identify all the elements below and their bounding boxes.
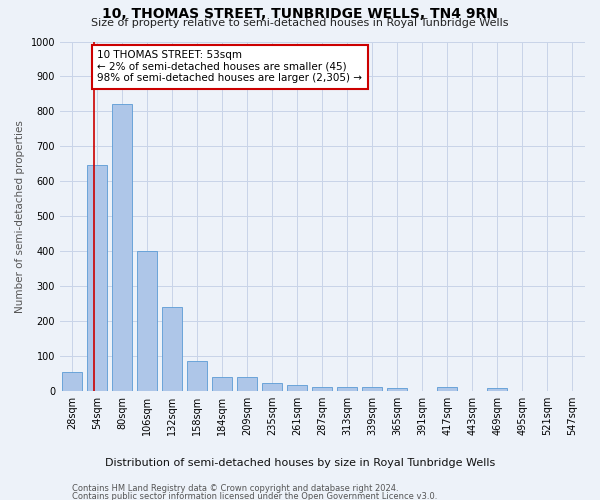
Text: Contains public sector information licensed under the Open Government Licence v3: Contains public sector information licen… [72,492,437,500]
Text: 10 THOMAS STREET: 53sqm
← 2% of semi-detached houses are smaller (45)
98% of sem: 10 THOMAS STREET: 53sqm ← 2% of semi-det… [97,50,362,84]
Bar [262,383,283,391]
Bar [313,388,332,391]
Bar [388,388,407,391]
Bar [212,377,232,391]
Bar [437,388,457,391]
Bar [163,307,182,391]
Bar [362,388,382,391]
Bar [137,251,157,391]
Bar [287,385,307,391]
Text: Size of property relative to semi-detached houses in Royal Tunbridge Wells: Size of property relative to semi-detach… [91,18,509,28]
Text: 10, THOMAS STREET, TUNBRIDGE WELLS, TN4 9RN: 10, THOMAS STREET, TUNBRIDGE WELLS, TN4 … [102,8,498,22]
Bar [487,388,508,391]
Text: Distribution of semi-detached houses by size in Royal Tunbridge Wells: Distribution of semi-detached houses by … [105,458,495,468]
Bar [337,388,358,391]
Bar [62,372,82,391]
Bar [88,166,107,391]
Y-axis label: Number of semi-detached properties: Number of semi-detached properties [15,120,25,312]
Bar [238,378,257,391]
Bar [112,104,133,391]
Text: Contains HM Land Registry data © Crown copyright and database right 2024.: Contains HM Land Registry data © Crown c… [72,484,398,493]
Bar [187,361,208,391]
